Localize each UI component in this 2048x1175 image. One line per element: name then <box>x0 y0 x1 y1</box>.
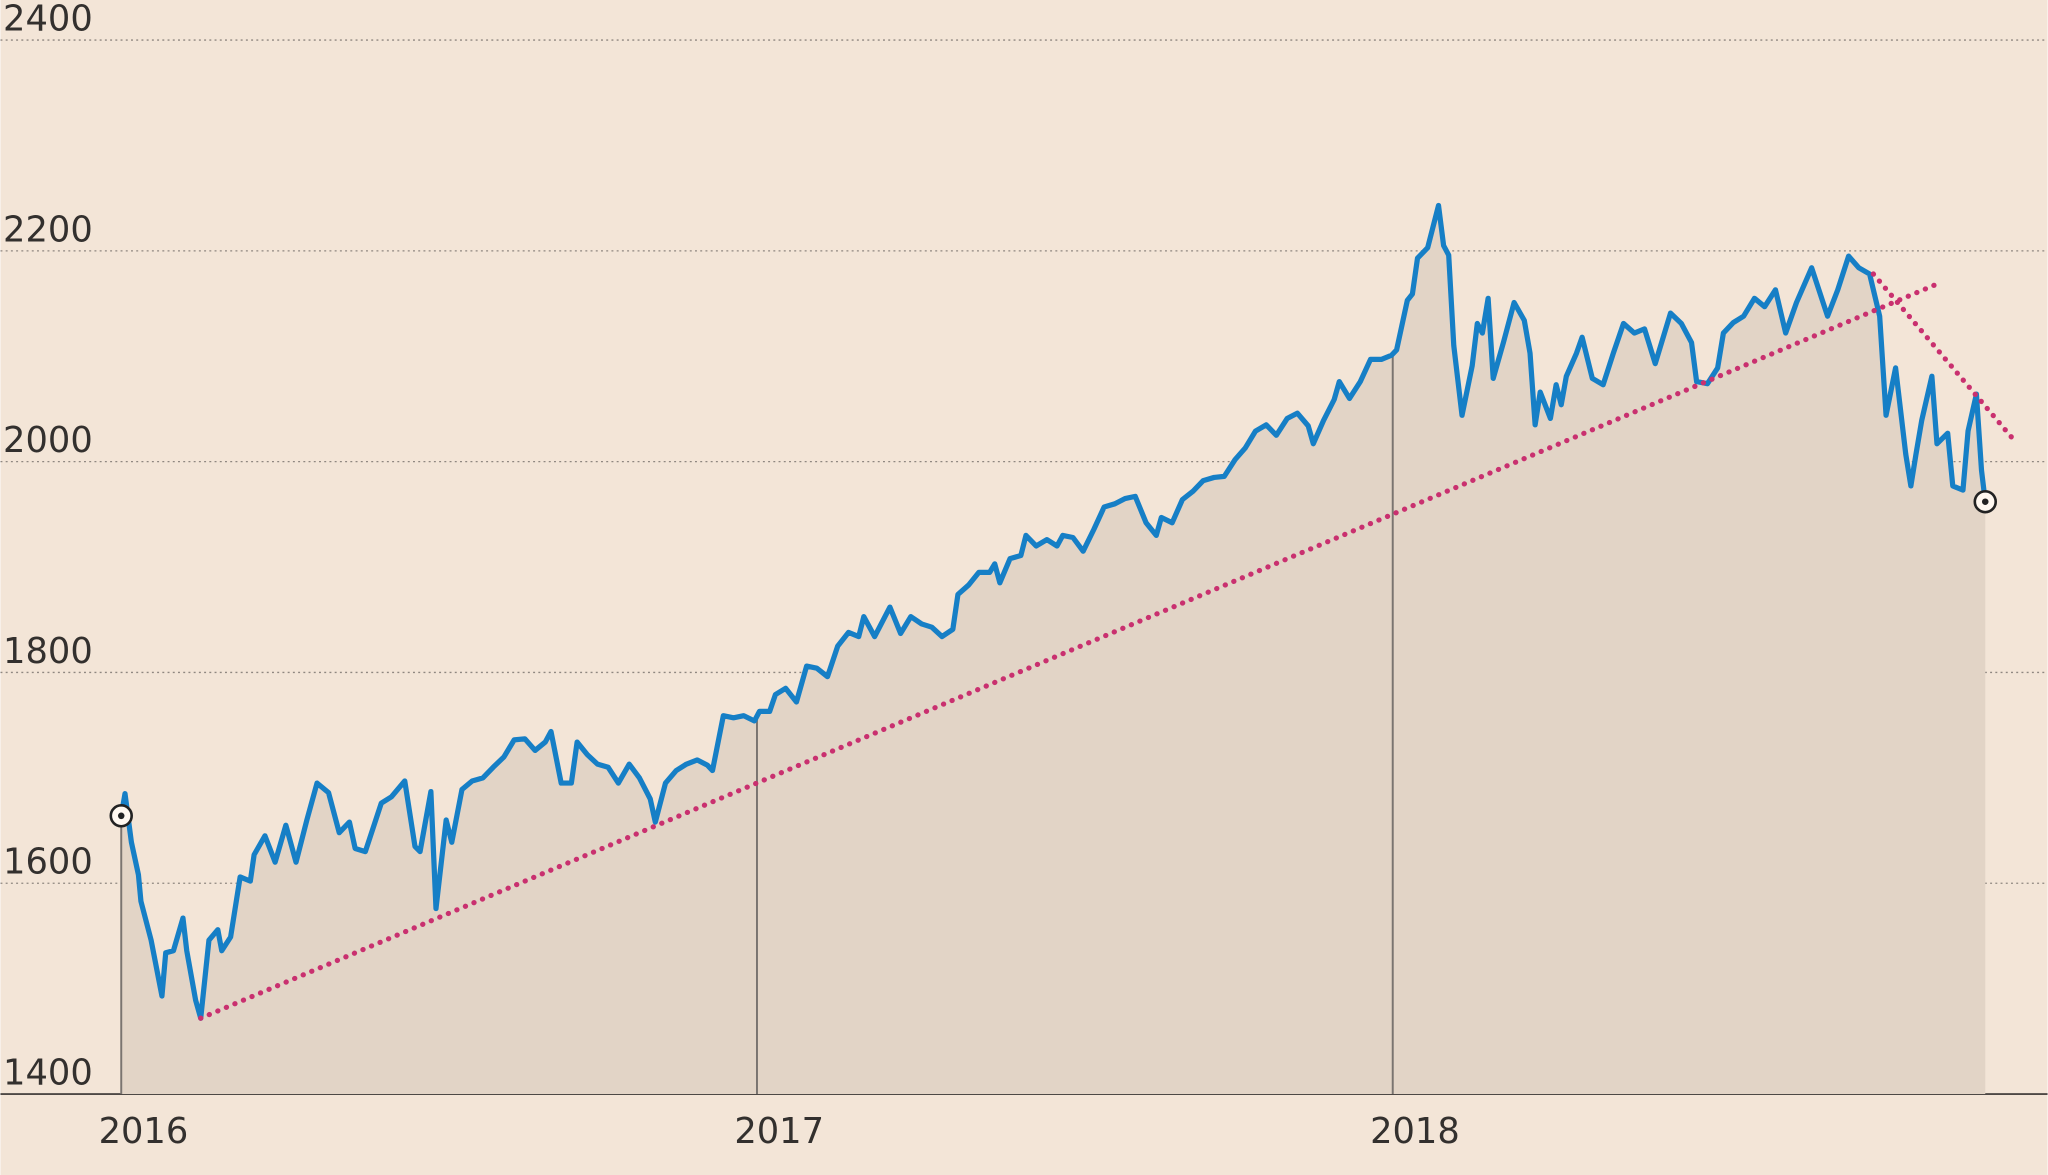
area <box>121 205 1986 1095</box>
x-tick-label: 2017 <box>734 1111 824 1152</box>
trend-line <box>1870 271 2016 442</box>
y-tick-label: 1400 <box>3 1052 93 1093</box>
x-tick-label: 2016 <box>99 1111 189 1152</box>
y-tick-label: 2200 <box>3 209 93 250</box>
trend-line <box>198 280 1941 1021</box>
y-tick-label: 2000 <box>3 420 93 461</box>
y-tick-label: 2400 <box>3 0 93 39</box>
end-marker-dot <box>117 812 125 820</box>
y-tick-label: 1600 <box>3 842 93 883</box>
y-tick-label: 1800 <box>3 631 93 672</box>
x-tick-label: 2018 <box>1370 1111 1460 1152</box>
price-line <box>118 202 1988 1021</box>
end-marker-dot <box>1981 498 1989 505</box>
